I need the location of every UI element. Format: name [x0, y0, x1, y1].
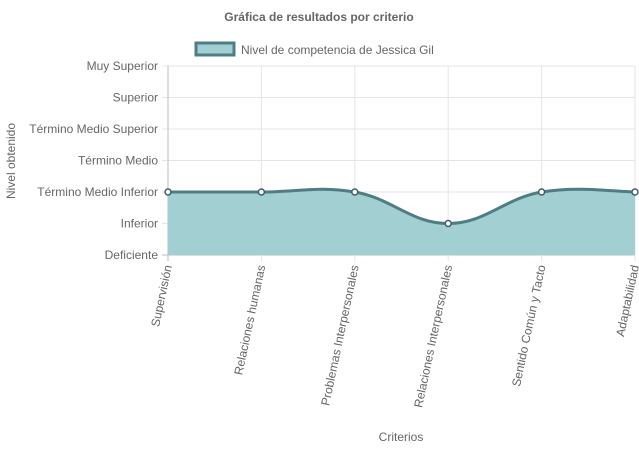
- x-axis-title: Criterios: [379, 430, 424, 444]
- y-tick-label: Deficiente: [105, 248, 159, 262]
- data-point[interactable]: [351, 188, 359, 196]
- y-axis-ticks: Deficiente Inferior Término Medio Inferior…: [29, 59, 158, 262]
- y-tick-label: Superior: [113, 91, 158, 105]
- data-point[interactable]: [444, 219, 452, 228]
- y-axis-title: Nivel obtenido: [4, 123, 18, 199]
- data-point[interactable]: [631, 188, 639, 196]
- x-tick-label: Adaptabilidad: [613, 264, 639, 338]
- y-tick-label: Término Medio Inferior: [37, 185, 158, 199]
- series-line: [167, 187, 636, 226]
- x-tick-label: Sentido Común y Tacto: [509, 263, 549, 387]
- legend[interactable]: Nivel de competencia de Jessica Gil: [194, 41, 434, 57]
- data-point[interactable]: [257, 188, 266, 196]
- chart-title: Gráfica de resultados por criterio: [224, 10, 413, 24]
- y-tick-label: Término Medio: [78, 154, 158, 168]
- x-tick-label: Relaciones humanas: [231, 264, 268, 377]
- y-tick-label: Término Medio Superior: [29, 122, 158, 136]
- y-tick-label: Inferior: [121, 217, 158, 231]
- legend-swatch: [194, 41, 236, 57]
- x-tick-label: Relaciones Interpersonales: [411, 264, 455, 409]
- data-point[interactable]: [537, 188, 546, 196]
- x-tick-label: Problemas Interpersonales: [318, 264, 362, 407]
- legend-label: Nivel de competencia de Jessica Gil: [241, 43, 434, 57]
- y-tick-label: Muy Superior: [87, 59, 158, 73]
- plot-area: [164, 187, 639, 255]
- x-tick-label: Supervisión: [148, 264, 175, 328]
- data-point[interactable]: [164, 188, 172, 196]
- x-axis-ticks: Supervisión Relaciones humanas Problemas I…: [148, 263, 639, 408]
- series-area-fill: [168, 189, 635, 255]
